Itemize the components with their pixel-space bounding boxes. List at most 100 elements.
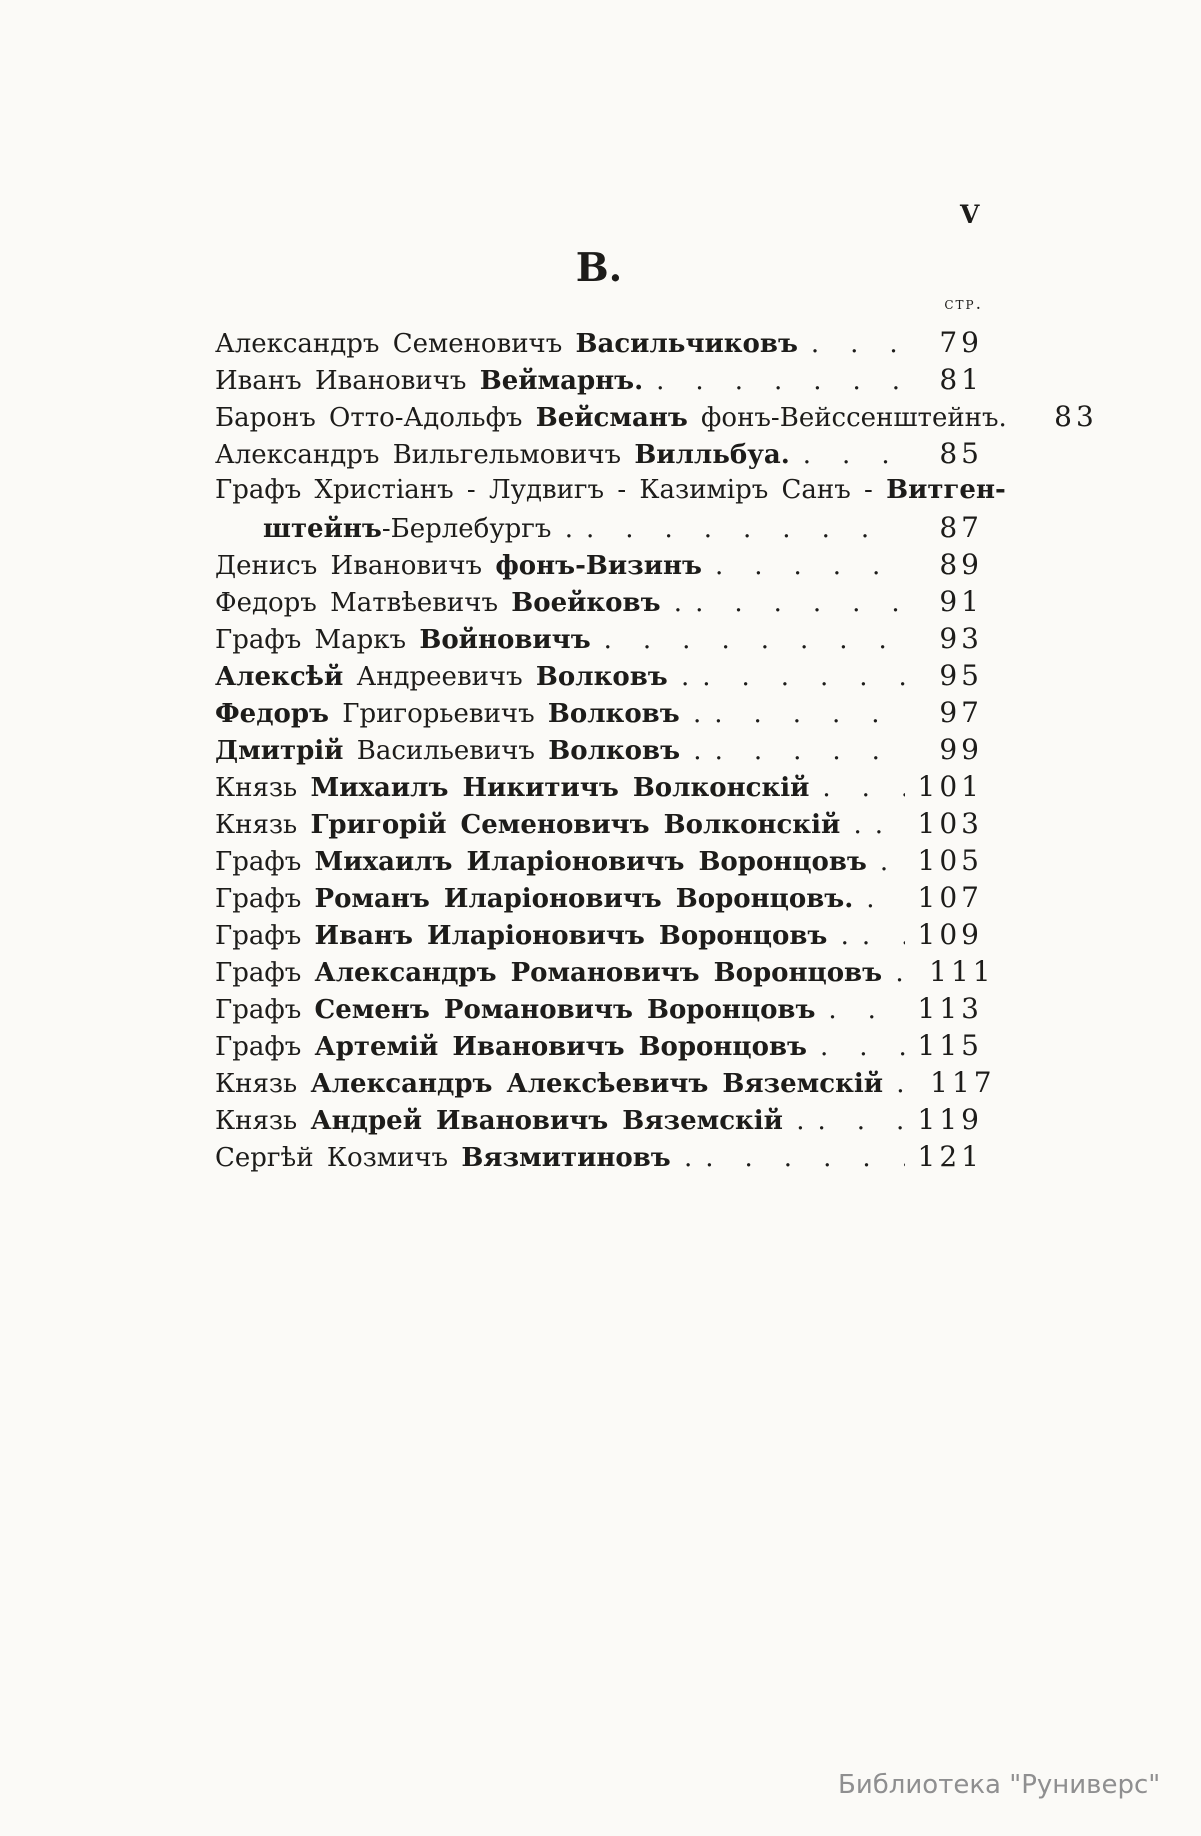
dot-leader: ........ bbox=[603, 625, 905, 655]
toc-entry-text: Григорьевичъ bbox=[329, 699, 548, 729]
toc-entry-text: Александръ Вильгельмовичъ bbox=[215, 440, 635, 470]
toc-entry-page: 83 bbox=[1054, 400, 1098, 433]
toc-entry-surname: Дмитрій bbox=[215, 736, 344, 766]
toc-entry-surname: фонъ-Визинъ bbox=[495, 551, 702, 581]
toc-entry: Графъ Иванъ Иларіоновичъ Воронцовъ .....… bbox=[215, 916, 983, 953]
toc-entry-text: Васильевичъ bbox=[343, 736, 549, 766]
toc-entry: Дмитрій Васильевичъ Волковъ ........ 99 bbox=[215, 731, 983, 768]
toc-entry-page: 95 bbox=[939, 659, 983, 692]
toc-entry: Графъ Романъ Иларіоновичъ Воронцовъ.....… bbox=[215, 879, 983, 916]
toc-entry: Алексѣй Андреевичъ Волковъ ........ 95 bbox=[215, 657, 983, 694]
toc-entry-name: Князь Михаилъ Никитичъ Волконскій bbox=[215, 770, 809, 807]
toc-entry-text: Графъ bbox=[215, 884, 315, 914]
dot-leader: ..... bbox=[822, 773, 905, 803]
toc-entry-text: Графъ Маркъ bbox=[215, 625, 420, 655]
dot-leader: .... bbox=[904, 955, 917, 992]
toc-entry-text: . bbox=[827, 921, 849, 951]
toc-entry-surname: Витген- bbox=[886, 475, 1006, 505]
toc-entry: Сергѣй Козмичъ Вязмитиновъ ........ 121 bbox=[215, 1138, 983, 1175]
toc-entry: Графъ Александръ Романовичъ Воронцовъ ..… bbox=[215, 953, 991, 992]
toc-entry: Князь Григорій Семеновичъ Волконскій ...… bbox=[215, 805, 983, 842]
toc-entry-name: Сергѣй Козмичъ Вязмитиновъ . bbox=[215, 1140, 692, 1177]
library-watermark: Библиотека "Руниверс" bbox=[838, 1770, 1161, 1800]
toc-entry-text: . bbox=[660, 588, 683, 618]
toc-entry-surname: Григорій Семеновичъ Волконскій bbox=[310, 810, 841, 840]
toc-entry-text: . bbox=[679, 699, 702, 729]
toc-entry-text: Князь bbox=[215, 1106, 311, 1136]
toc-entry-name: Графъ Семенъ Романовичъ Воронцовъ bbox=[215, 992, 815, 1029]
toc-entry-page: 101 bbox=[917, 770, 983, 803]
toc-entry-text: Графъ bbox=[215, 921, 315, 951]
toc-entry-text: Денисъ Ивановичъ bbox=[215, 551, 496, 581]
toc-entry-surname: Романъ Иларіоновичъ Воронцовъ. bbox=[314, 884, 854, 914]
toc-entry-page: 113 bbox=[917, 992, 983, 1025]
toc-entry-name: Графъ Артемій Ивановичъ Воронцовъ bbox=[215, 1029, 807, 1066]
toc-entry-page: 97 bbox=[939, 696, 983, 729]
dot-leader: ...... bbox=[802, 440, 905, 470]
toc-entry-surname: Артемій Ивановичъ Воронцовъ bbox=[314, 1032, 807, 1062]
toc-entry-name: Графъ Романъ Иларіоновичъ Воронцовъ. bbox=[215, 881, 853, 918]
toc-entry-name: Князь Григорій Семеновичъ Волконскій . bbox=[215, 807, 862, 844]
toc-entry-page: 121 bbox=[917, 1140, 983, 1173]
toc-entry-text: Баронъ Отто-Адольфъ bbox=[215, 403, 536, 433]
toc-entry-name: Александръ Вильгельмовичъ Вилльбуа. bbox=[215, 437, 790, 474]
toc-entry-surname: Волковъ bbox=[547, 699, 680, 729]
toc-entry-surname: Вейсманъ bbox=[535, 403, 688, 433]
toc-entry-text: Иванъ Ивановичъ bbox=[215, 366, 480, 396]
toc-entry-surname: Михаилъ Иларіоновичъ Воронцовъ bbox=[314, 847, 867, 877]
toc-entry-text: фонъ-Вейссенштейнъ. bbox=[687, 403, 1007, 433]
toc-entry-surname: штейнъ bbox=[263, 514, 382, 544]
toc-entry: Князь Михаилъ Никитичъ Волконскій..... 10… bbox=[215, 768, 983, 805]
dot-leader: ....... bbox=[714, 551, 905, 581]
toc-entry: Князь Александръ Алексѣевичъ Вяземскій .… bbox=[215, 1064, 992, 1103]
toc-entry-surname: Вилльбуа. bbox=[634, 440, 790, 470]
folio-page-number: V bbox=[960, 200, 981, 229]
toc-entry-page: 105 bbox=[917, 844, 983, 877]
toc-entry-name: Графъ Михаилъ Иларіоновичъ Воронцовъ bbox=[215, 844, 867, 881]
dot-leader: ..... bbox=[817, 1106, 906, 1136]
toc-entry-text: Графъ bbox=[215, 847, 315, 877]
toc-entry-text: Андреевичъ bbox=[343, 662, 536, 692]
page-column-header: стр. bbox=[944, 294, 983, 314]
toc-entry-name: Федоръ Григорьевичъ Волковъ . bbox=[215, 696, 701, 733]
toc-entry-surname: Андрей Ивановичъ Вяземскій bbox=[310, 1106, 783, 1136]
toc-entry-surname: Александръ Алексѣевичъ Вяземскій bbox=[310, 1069, 884, 1099]
toc-entry-page: 81 bbox=[939, 363, 983, 396]
section-letter-heading: В. bbox=[575, 245, 623, 291]
toc-entry-name: Князь Андрей Ивановичъ Вяземскій . bbox=[215, 1103, 805, 1140]
toc-entry-surname: Васильчиковъ bbox=[575, 329, 798, 359]
toc-entry: Федоръ Матвѣевичъ Воейковъ ........ 91 bbox=[215, 583, 983, 620]
dot-leader: ........ bbox=[656, 366, 905, 396]
toc-entry-name: Графъ Иванъ Иларіоновичъ Воронцовъ . bbox=[215, 918, 849, 955]
dot-leader: ....... bbox=[702, 662, 905, 692]
toc-entry-surname: Волковъ bbox=[535, 662, 668, 692]
dot-leader: ....... bbox=[714, 699, 905, 729]
toc-entry: Графъ Христіанъ - Лудвигъ - Казиміръ Сан… bbox=[215, 472, 1006, 509]
toc-entry: Графъ Семенъ Романовичъ Воронцовъ..... 11… bbox=[215, 990, 983, 1027]
toc-entry-text: Александръ Семеновичъ bbox=[215, 329, 576, 359]
toc-entry-surname: Михаилъ Никитичъ Волконскій bbox=[310, 773, 810, 803]
toc-entry-page: 115 bbox=[917, 1029, 983, 1062]
dot-leader: .... bbox=[905, 1066, 918, 1103]
toc-entry-surname: Воейковъ bbox=[511, 588, 661, 618]
toc-entry: Александръ Семеновичъ Васильчиковъ..... 7… bbox=[215, 324, 983, 361]
toc-entry-text: . bbox=[782, 1106, 805, 1136]
toc-entry-text: Графъ bbox=[215, 995, 315, 1025]
toc-entry-page: 117 bbox=[930, 1066, 996, 1099]
dot-leader: ..... bbox=[861, 921, 905, 951]
dot-leader: ..... bbox=[810, 329, 905, 359]
dot-leader: ..... bbox=[820, 1032, 905, 1062]
dot-leader: ..... bbox=[866, 884, 905, 914]
toc-entry-surname: Войновичъ bbox=[419, 625, 591, 655]
toc-entry-page: 91 bbox=[939, 585, 983, 618]
toc-list: Александръ Семеновичъ Васильчиковъ..... 7… bbox=[215, 324, 1094, 1175]
toc-entry-page: 99 bbox=[939, 733, 983, 766]
toc-entry-text: Князь bbox=[215, 810, 311, 840]
dot-leader: ..... bbox=[828, 995, 905, 1025]
dot-leader: ........ bbox=[585, 514, 901, 544]
toc-entry-text: . bbox=[882, 958, 904, 988]
toc-entry-surname: Вязмитиновъ bbox=[461, 1143, 671, 1173]
toc-entry-text: Графъ Христіанъ - Лудвигъ - Казиміръ Сан… bbox=[215, 475, 887, 505]
toc-entry-surname: Семенъ Романовичъ Воронцовъ bbox=[314, 995, 816, 1025]
toc-entry-page: 87 bbox=[939, 511, 983, 544]
